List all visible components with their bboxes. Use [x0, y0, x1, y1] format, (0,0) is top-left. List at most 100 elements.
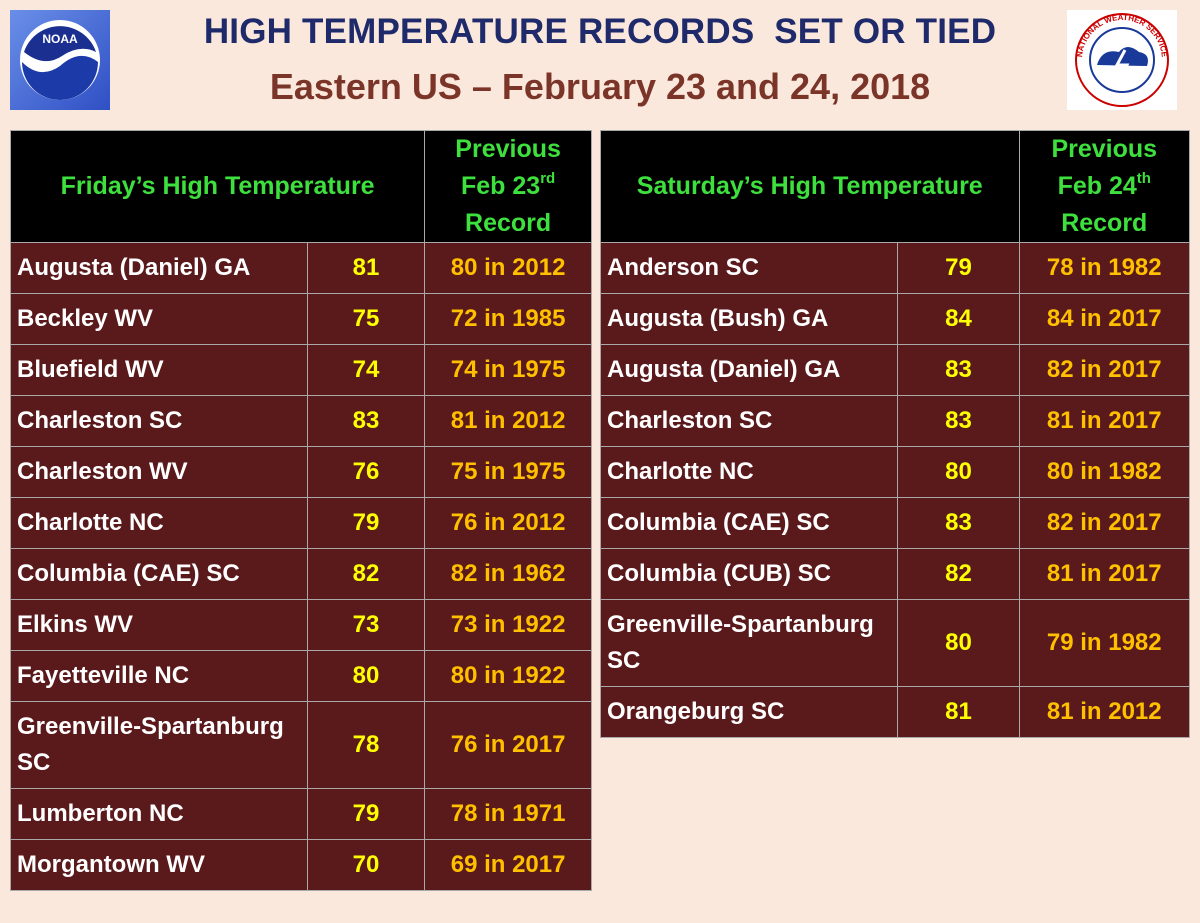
previous-record: 69 in 2017	[424, 839, 592, 891]
record-row: Fayetteville NC 80 80 in 1922	[10, 650, 592, 702]
noaa-text: NOAA	[42, 32, 78, 46]
temperature: 73	[306, 599, 426, 651]
temperature: 79	[306, 497, 426, 549]
nws-logo: NATIONAL WEATHER SERVICE	[1067, 10, 1177, 110]
record-row: Beckley WV 75 72 in 1985	[10, 293, 592, 345]
city: Charleston SC	[599, 395, 899, 447]
saturday-table: Saturday’s High Temperature Previous Feb 2…	[599, 130, 1191, 738]
city: Columbia (CAE) SC	[10, 548, 308, 600]
previous-record: 80 in 2012	[424, 242, 592, 294]
temperature: 74	[306, 344, 426, 396]
city: Charleston WV	[10, 446, 308, 498]
temperature: 81	[306, 242, 426, 294]
temperature: 83	[897, 395, 1020, 447]
record-heading-date: Feb 24	[1057, 172, 1137, 200]
city: Beckley WV	[10, 293, 308, 345]
previous-record: 81 in 2017	[1018, 548, 1191, 600]
city: Elkins WV	[10, 599, 308, 651]
city: Greenville-Spartanburg SC	[10, 701, 308, 789]
record-heading-suffix: rd	[540, 170, 556, 187]
record-row: Charleston WV 76 75 in 1975	[10, 446, 592, 498]
noaa-logo: NOAA	[10, 10, 110, 110]
heading: Saturday’s High Temperature	[600, 130, 1020, 243]
previous-record: 75 in 1975	[424, 446, 592, 498]
record-row: Augusta (Daniel) GA 81 80 in 2012	[10, 242, 592, 294]
previous-record: 82 in 1962	[424, 548, 592, 600]
previous-record: 73 in 1922	[424, 599, 592, 651]
temperature: 79	[306, 788, 426, 840]
record-row: Columbia (CUB) SC 82 81 in 2017	[599, 548, 1191, 600]
temperature: 79	[897, 242, 1020, 294]
record-heading-line: Previous	[455, 135, 561, 163]
temperature: 76	[306, 446, 426, 498]
record-heading-line: Feb 24th	[1026, 168, 1183, 205]
record-row: Greenville-Spartanburg SC 78 76 in 2017	[10, 701, 592, 789]
city: Greenville-Spartanburg SC	[599, 599, 899, 687]
city: Charlotte NC	[10, 497, 308, 549]
record-row: Lumberton NC 79 78 in 1971	[10, 788, 592, 840]
header-row: Saturday’s High Temperature Previous Feb 2…	[600, 130, 1191, 243]
record-row: Anderson SC 79 78 in 1982	[599, 242, 1191, 294]
temperature: 80	[897, 446, 1020, 498]
previous-record: 82 in 2017	[1018, 344, 1191, 396]
city: Fayetteville NC	[10, 650, 308, 702]
record-row: Augusta (Daniel) GA 83 82 in 2017	[599, 344, 1191, 396]
temperature: 83	[897, 344, 1020, 396]
record-heading-line: Previous	[1051, 135, 1158, 163]
previous-record: 80 in 1982	[1018, 446, 1191, 498]
temperature: 82	[897, 548, 1020, 600]
heading: Friday’s High Temperature	[9, 130, 426, 243]
previous-record: 78 in 1971	[424, 788, 592, 840]
previous-record: 81 in 2012	[1018, 686, 1191, 738]
previous-record: 72 in 1985	[424, 293, 592, 345]
title: HIGH TEMPERATURE RECORDS SET OR TIED	[203, 12, 997, 51]
city: Morgantown WV	[10, 839, 308, 891]
record-heading-line: Feb 23rd	[431, 168, 585, 205]
temperature: 70	[306, 839, 426, 891]
temperature: 78	[306, 701, 426, 789]
previous-record: 81 in 2017	[1018, 395, 1191, 447]
previous-record: 76 in 2017	[424, 701, 592, 789]
record-row: Augusta (Bush) GA 84 84 in 2017	[599, 293, 1191, 345]
previous-record: 74 in 1975	[424, 344, 592, 396]
record-row: Charlotte NC 79 76 in 2012	[10, 497, 592, 549]
city: Orangeburg SC	[599, 686, 899, 738]
city: Augusta (Daniel) GA	[599, 344, 899, 396]
city: Columbia (CUB) SC	[599, 548, 899, 600]
city: Augusta (Bush) GA	[599, 293, 899, 345]
record-row: Charleston SC 83 81 in 2012	[10, 395, 592, 447]
temperature: 83	[306, 395, 426, 447]
temperature: 80	[306, 650, 426, 702]
previous-record: 78 in 1982	[1018, 242, 1191, 294]
record-row: Elkins WV 73 73 in 1922	[10, 599, 592, 651]
temperature: 84	[897, 293, 1020, 345]
record-heading-date: Feb 23	[461, 172, 541, 200]
previous-record: 82 in 2017	[1018, 497, 1191, 549]
city: Lumberton NC	[10, 788, 308, 840]
record-row: Charleston SC 83 81 in 2017	[599, 395, 1191, 447]
record-heading: Previous Feb 24th Record	[1018, 130, 1191, 243]
record-heading: Previous Feb 23rd Record	[424, 130, 592, 243]
record-row: Columbia (CAE) SC 82 82 in 1962	[10, 548, 592, 600]
record-row: Greenville-Spartanburg SC 80 79 in 1982	[599, 599, 1191, 687]
record-row: Charlotte NC 80 80 in 1982	[599, 446, 1191, 498]
temperature: 80	[897, 599, 1020, 687]
temperature: 75	[306, 293, 426, 345]
temperature: 81	[897, 686, 1020, 738]
record-row: Columbia (CAE) SC 83 82 in 2017	[599, 497, 1191, 549]
record-heading-suffix: th	[1136, 170, 1151, 187]
subtitle: Eastern US – February 23 and 24, 2018	[269, 66, 931, 107]
previous-record: 79 in 1982	[1018, 599, 1191, 687]
temperature: 83	[897, 497, 1020, 549]
record-row: Morgantown WV 70 69 in 2017	[10, 839, 592, 891]
city: Anderson SC	[599, 242, 899, 294]
record-heading-line: Record	[1061, 209, 1148, 237]
city: Columbia (CAE) SC	[599, 497, 899, 549]
record-row: Orangeburg SC 81 81 in 2012	[599, 686, 1191, 738]
previous-record: 81 in 2012	[424, 395, 592, 447]
previous-record: 76 in 2012	[424, 497, 592, 549]
friday-table: Friday’s High Temperature Previous Feb 23r…	[9, 130, 592, 891]
city: Charleston SC	[10, 395, 308, 447]
city: Charlotte NC	[599, 446, 899, 498]
